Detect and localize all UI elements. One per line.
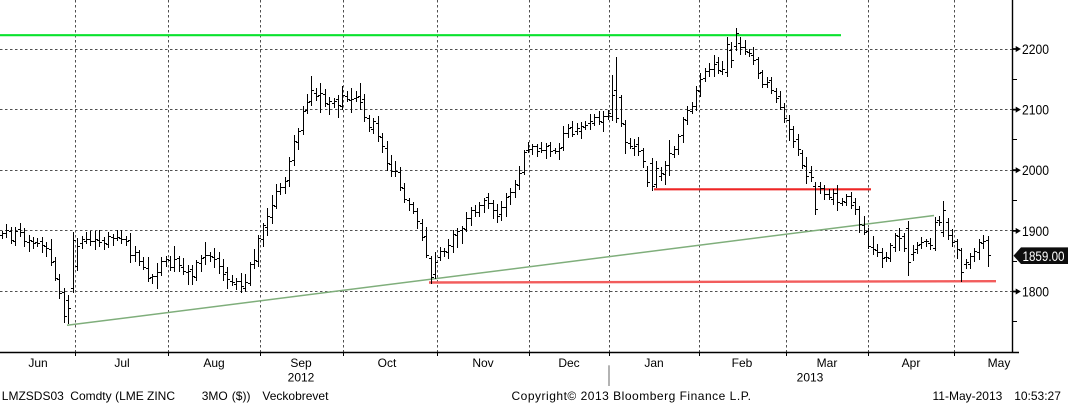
svg-text:Mar: Mar (817, 356, 838, 370)
svg-text:1900: 1900 (1022, 223, 1049, 239)
svg-text:2013: 2013 (797, 371, 824, 385)
svg-text:Oct: Oct (378, 356, 397, 370)
svg-text:2200: 2200 (1022, 41, 1049, 57)
svg-text:1800: 1800 (1022, 284, 1049, 300)
svg-text:2100: 2100 (1022, 102, 1049, 118)
svg-text:Feb: Feb (732, 356, 753, 370)
svg-text:May: May (988, 356, 1011, 370)
svg-text:Apr: Apr (902, 356, 921, 370)
svg-text:1859.00: 1859.00 (1023, 248, 1065, 264)
svg-text:Nov: Nov (472, 356, 493, 370)
svg-text:Jun: Jun (28, 356, 47, 370)
svg-text:2000: 2000 (1022, 162, 1049, 178)
svg-text:Jul: Jul (114, 356, 129, 370)
svg-text:2012: 2012 (288, 371, 315, 385)
svg-text:Aug: Aug (203, 356, 224, 370)
svg-text:Dec: Dec (558, 356, 579, 370)
svg-text:Copyright© 2013 Bloomberg Fina: Copyright© 2013 Bloomberg Finance L.P. (512, 389, 752, 403)
svg-text:Sep: Sep (290, 356, 312, 370)
svg-text:Jan: Jan (644, 356, 663, 370)
